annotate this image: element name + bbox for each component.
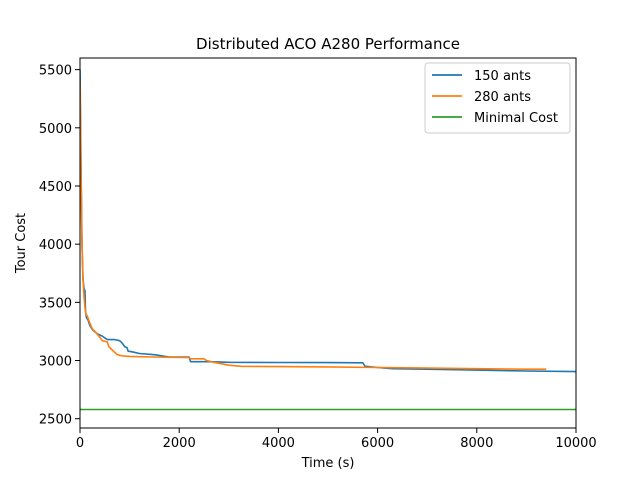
x-tick-label: 0 bbox=[76, 436, 84, 451]
x-axis-label: Time (s) bbox=[301, 456, 355, 471]
x-tick-label: 2000 bbox=[163, 436, 196, 451]
y-tick-label: 3000 bbox=[39, 355, 72, 370]
legend: 150 ants 280 ants Minimal Cost bbox=[424, 62, 571, 134]
y-tick-label: 4500 bbox=[39, 180, 72, 195]
legend-label: 280 ants bbox=[474, 90, 531, 105]
x-tick-label: 8000 bbox=[460, 436, 493, 451]
x-tick-label: 6000 bbox=[361, 436, 394, 451]
legend-label: 150 ants bbox=[474, 69, 531, 84]
x-tick-label: 4000 bbox=[262, 436, 295, 451]
x-axis: 0 2000 4000 6000 8000 10000 bbox=[76, 428, 597, 451]
chart-title: Distributed ACO A280 Performance bbox=[196, 35, 460, 53]
plot-frame bbox=[79, 57, 577, 429]
y-tick-label: 5000 bbox=[39, 122, 72, 137]
y-axis-label: Tour Cost bbox=[14, 213, 29, 274]
plot-area bbox=[79, 57, 577, 429]
y-tick-label: 2500 bbox=[39, 413, 72, 428]
y-tick-label: 3500 bbox=[39, 296, 72, 311]
legend-label: Minimal Cost bbox=[474, 111, 558, 126]
y-tick-label: 4000 bbox=[39, 238, 72, 253]
y-tick-label: 5500 bbox=[39, 64, 72, 79]
y-axis: 2500 3000 3500 4000 4500 5000 5500 bbox=[39, 64, 80, 428]
series-line-2 bbox=[80, 81, 547, 371]
x-tick-label: 10000 bbox=[555, 436, 596, 451]
series-layer bbox=[80, 69, 576, 411]
legend-box bbox=[424, 62, 571, 134]
